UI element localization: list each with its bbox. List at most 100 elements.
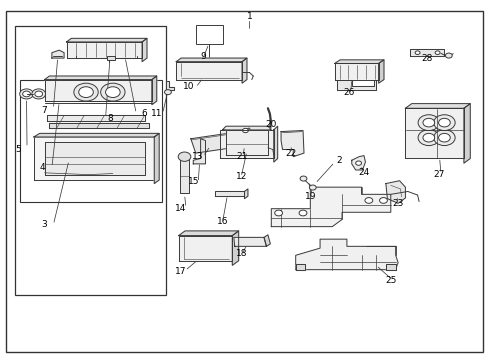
Bar <box>107 56 115 59</box>
Text: 27: 27 <box>433 170 444 179</box>
Polygon shape <box>222 126 271 130</box>
Text: 13: 13 <box>192 152 203 161</box>
Circle shape <box>299 210 306 216</box>
Polygon shape <box>264 235 270 246</box>
Polygon shape <box>176 62 242 80</box>
Polygon shape <box>34 134 159 137</box>
Text: 9: 9 <box>200 52 205 61</box>
Circle shape <box>364 198 372 203</box>
Circle shape <box>445 53 451 58</box>
Circle shape <box>32 89 45 99</box>
Text: 4: 4 <box>39 163 45 172</box>
Circle shape <box>300 176 306 181</box>
Circle shape <box>74 83 98 101</box>
Polygon shape <box>52 50 64 58</box>
Polygon shape <box>271 187 390 226</box>
Polygon shape <box>44 142 144 175</box>
Polygon shape <box>334 63 378 80</box>
Text: 5: 5 <box>15 145 21 154</box>
Text: 6: 6 <box>142 109 147 118</box>
Polygon shape <box>49 123 149 128</box>
Polygon shape <box>378 60 383 83</box>
Circle shape <box>379 198 386 203</box>
Polygon shape <box>166 81 173 90</box>
Polygon shape <box>385 181 405 203</box>
Polygon shape <box>405 104 469 108</box>
Polygon shape <box>176 58 246 62</box>
Polygon shape <box>351 156 365 170</box>
Circle shape <box>164 90 171 95</box>
Text: 26: 26 <box>343 87 354 96</box>
Text: 28: 28 <box>421 54 432 63</box>
Polygon shape <box>405 108 463 158</box>
Circle shape <box>417 115 439 131</box>
Text: 23: 23 <box>391 199 403 208</box>
Polygon shape <box>295 239 397 270</box>
Polygon shape <box>225 130 267 155</box>
Polygon shape <box>295 264 305 270</box>
Text: 3: 3 <box>41 220 47 229</box>
Polygon shape <box>178 235 232 261</box>
Text: 12: 12 <box>236 172 247 181</box>
Polygon shape <box>232 231 238 265</box>
Text: 10: 10 <box>183 82 194 91</box>
Polygon shape <box>242 58 246 83</box>
Circle shape <box>79 87 93 98</box>
Text: 22: 22 <box>285 149 296 158</box>
Circle shape <box>438 118 449 127</box>
Polygon shape <box>220 130 273 158</box>
Polygon shape <box>190 134 232 153</box>
Polygon shape <box>334 60 383 63</box>
Text: 20: 20 <box>265 120 276 129</box>
Text: 1: 1 <box>246 12 252 21</box>
Circle shape <box>422 134 434 142</box>
Polygon shape <box>215 192 244 196</box>
Text: 16: 16 <box>216 217 228 226</box>
Polygon shape <box>66 42 142 58</box>
Circle shape <box>35 91 42 97</box>
Polygon shape <box>66 39 147 42</box>
Text: 8: 8 <box>107 114 113 123</box>
Circle shape <box>422 118 434 127</box>
Text: 7: 7 <box>41 105 47 114</box>
Bar <box>15 26 166 295</box>
Circle shape <box>438 134 449 142</box>
Circle shape <box>434 51 439 54</box>
Polygon shape <box>152 76 157 105</box>
Circle shape <box>433 115 454 131</box>
Circle shape <box>242 129 248 133</box>
Bar <box>195 25 222 44</box>
Polygon shape <box>47 116 144 121</box>
Polygon shape <box>44 80 152 101</box>
Text: 24: 24 <box>358 168 369 177</box>
Circle shape <box>309 185 316 190</box>
Circle shape <box>20 89 33 99</box>
Text: 25: 25 <box>385 276 396 285</box>
Circle shape <box>355 161 361 165</box>
Bar <box>180 158 188 193</box>
Polygon shape <box>237 128 253 151</box>
Circle shape <box>101 83 125 101</box>
Text: 11: 11 <box>151 109 162 118</box>
Polygon shape <box>154 134 159 184</box>
Circle shape <box>433 130 454 145</box>
Circle shape <box>417 130 439 145</box>
Polygon shape <box>44 76 157 80</box>
Polygon shape <box>142 39 147 62</box>
Text: 18: 18 <box>236 249 247 258</box>
Text: 19: 19 <box>304 192 315 201</box>
Circle shape <box>274 210 282 216</box>
Bar <box>20 80 161 202</box>
Text: 14: 14 <box>175 204 186 213</box>
Polygon shape <box>34 137 154 180</box>
Polygon shape <box>281 131 304 157</box>
Polygon shape <box>233 237 266 246</box>
Circle shape <box>178 152 190 161</box>
Polygon shape <box>273 126 277 162</box>
Circle shape <box>22 91 30 97</box>
Polygon shape <box>336 80 375 90</box>
Polygon shape <box>385 264 395 270</box>
Text: 17: 17 <box>175 267 186 276</box>
Text: 21: 21 <box>236 152 247 161</box>
Polygon shape <box>463 104 469 163</box>
